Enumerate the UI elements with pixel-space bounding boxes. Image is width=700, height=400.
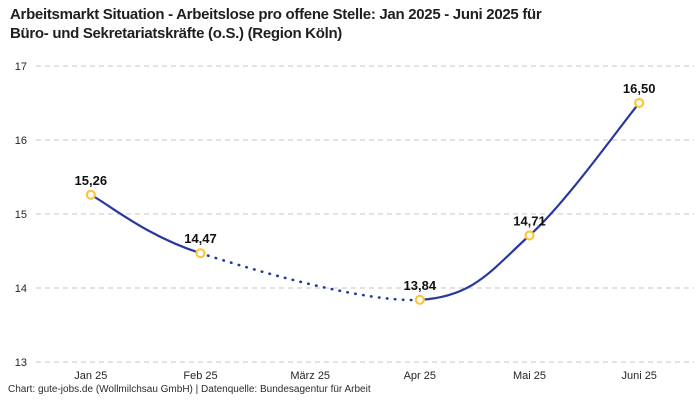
data-point-marker bbox=[414, 294, 425, 305]
y-tick-label: 16 bbox=[15, 135, 27, 147]
x-tick-label: Mai 25 bbox=[513, 370, 546, 382]
x-tick-label: März 25 bbox=[290, 370, 330, 382]
data-point-marker bbox=[524, 230, 535, 241]
y-tick-label: 17 bbox=[15, 61, 27, 73]
data-point-marker bbox=[634, 97, 645, 109]
data-point-label: 14,47 bbox=[184, 231, 217, 246]
data-point-label: 13,84 bbox=[404, 278, 437, 293]
x-tick-label: Juni 25 bbox=[621, 370, 656, 382]
x-tick-label: Jan 25 bbox=[74, 370, 107, 382]
data-point-label: 14,71 bbox=[513, 214, 546, 229]
data-point-marker bbox=[195, 248, 206, 259]
chart-source-footer: Chart: gute-jobs.de (Wollmilchsau GmbH) … bbox=[8, 384, 371, 395]
chart-title-line1: Arbeitsmarkt Situation - Arbeitslose pro… bbox=[10, 6, 542, 23]
y-tick-label: 15 bbox=[15, 209, 27, 221]
line-segment-solid bbox=[90, 193, 201, 255]
data-point-label: 15,26 bbox=[75, 173, 108, 188]
data-point-label: 16,50 bbox=[623, 81, 656, 96]
chart-title: Arbeitsmarkt Situation - Arbeitslose pro… bbox=[10, 5, 670, 43]
chart-title-line2: Büro- und Sekretariatskräfte (o.S.) (Reg… bbox=[10, 25, 342, 42]
line-segment-solid bbox=[528, 102, 641, 237]
line-segment-dotted bbox=[199, 251, 422, 302]
data-point-marker bbox=[85, 189, 96, 200]
line-segment-solid bbox=[419, 234, 531, 301]
y-tick-label: 13 bbox=[15, 357, 27, 369]
x-tick-label: Feb 25 bbox=[183, 370, 217, 382]
y-tick-label: 14 bbox=[15, 283, 27, 295]
x-tick-label: Apr 25 bbox=[404, 370, 436, 382]
